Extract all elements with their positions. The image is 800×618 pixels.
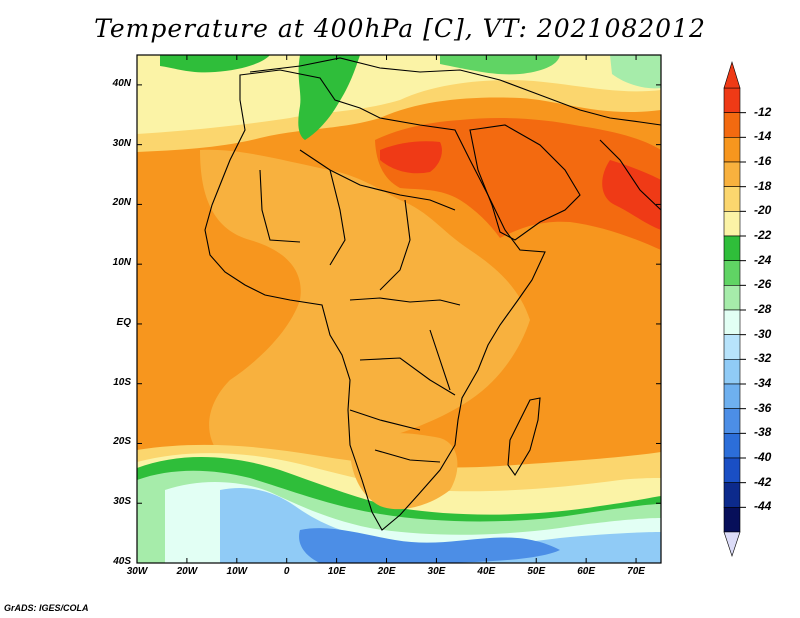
colorbar-swatch — [723, 457, 741, 483]
lat-label: 20N — [112, 197, 131, 209]
lon-label: 10W — [226, 566, 248, 577]
colorbar-level-label: -20 — [754, 203, 772, 218]
lon-label: 0 — [283, 566, 290, 577]
credit-text: GrADS: IGES/COLA — [4, 603, 89, 613]
lon-label: 50E — [527, 566, 546, 577]
colorbar-swatch — [723, 285, 741, 311]
colorbar-swatch — [723, 137, 741, 163]
lat-label: 30S — [113, 496, 131, 508]
lat-label: EQ — [116, 316, 131, 328]
colorbar-lower-arrow — [723, 531, 741, 557]
colorbar-swatch — [723, 186, 741, 212]
colorbar-level-label: -24 — [754, 252, 772, 267]
lat-label: 40N — [112, 77, 131, 89]
lon-label: 20E — [377, 566, 396, 577]
colorbar-level-label: -34 — [754, 376, 772, 390]
lat-label: 40S — [113, 556, 131, 567]
lon-label: 40E — [477, 566, 496, 577]
colorbar-level-label: -26 — [754, 277, 772, 292]
colorbar-swatch — [723, 334, 741, 360]
colorbar-level-label: -22 — [754, 228, 772, 242]
lat-label: 10N — [112, 257, 131, 269]
lon-label: 70E — [627, 566, 645, 577]
colorbar-swatch — [723, 383, 741, 409]
colorbar-swatch — [723, 507, 741, 533]
colorbar-upper-arrow — [723, 60, 741, 89]
colorbar-swatch — [723, 235, 741, 261]
colorbar-swatch — [723, 482, 741, 508]
colorbar-swatch — [723, 433, 741, 459]
lon-label: 10E — [327, 566, 346, 577]
colorbar-level-label: -30 — [754, 326, 772, 341]
lon-label: 60E — [577, 566, 596, 577]
lat-label: 30N — [112, 137, 131, 149]
colorbar-swatch — [723, 161, 741, 187]
colorbar-level-label: -18 — [754, 178, 772, 193]
colorbar-swatch — [723, 112, 741, 138]
colorbar-swatch — [723, 309, 741, 335]
colorbar-level-label: -42 — [754, 474, 772, 489]
map-title: Temperature at 400hPa [C], VT: 202108201… — [94, 14, 706, 43]
colorbar-level-label: -38 — [754, 425, 772, 440]
lat-label: 20S — [113, 436, 131, 448]
colorbar-level-label: -14 — [754, 129, 772, 144]
colorbar-swatch — [723, 359, 741, 385]
lon-label: 30E — [427, 566, 446, 577]
lon-label: 30W — [126, 566, 148, 577]
colorbar-level-label: -40 — [754, 450, 772, 464]
colorbar-swatch — [723, 87, 741, 113]
colorbar-level-label: -36 — [754, 400, 772, 415]
colorbar-level-label: -28 — [754, 302, 772, 316]
colorbar-swatch — [723, 211, 741, 237]
colorbar-level-label: -12 — [754, 104, 772, 119]
colorbar-level-label: -44 — [754, 499, 772, 514]
colorbar-level-label: -32 — [754, 351, 772, 366]
colorbar-level-label: -16 — [754, 154, 772, 168]
lon-label: 20W — [176, 566, 198, 577]
colorbar-swatch — [723, 260, 741, 286]
colorbar-swatch — [723, 408, 741, 434]
lat-label: 10S — [113, 376, 131, 388]
